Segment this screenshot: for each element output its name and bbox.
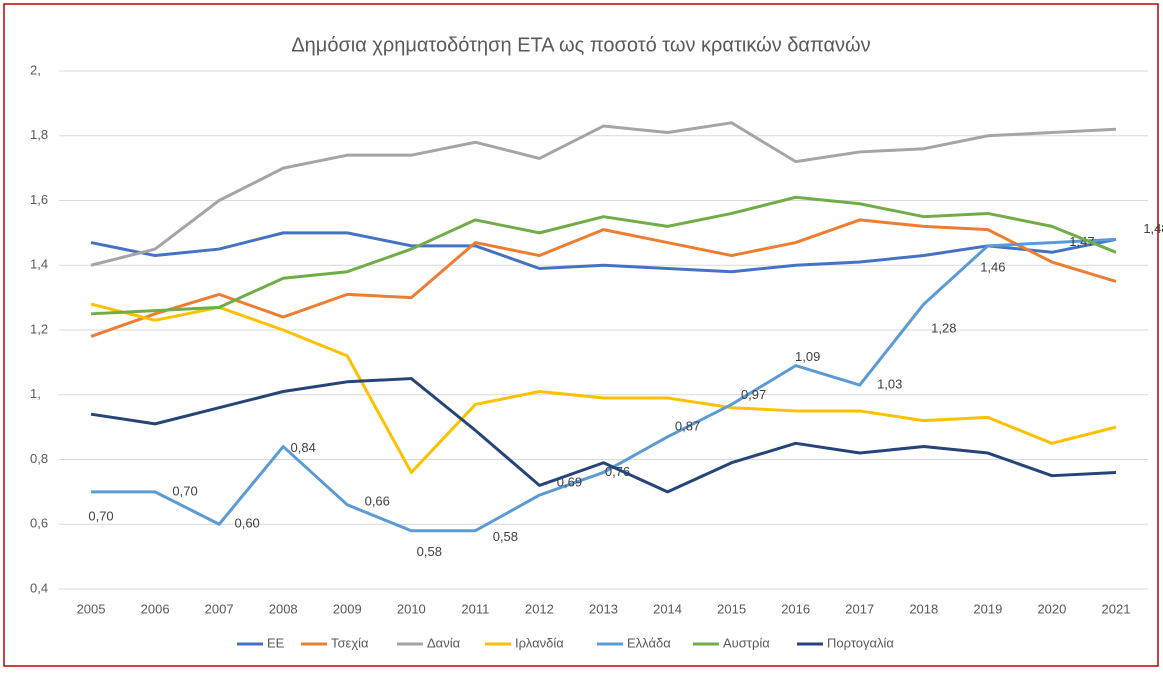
data-label: 1,28 [931, 321, 956, 336]
y-tick-label: 1,8 [30, 127, 48, 142]
data-label: 0,58 [493, 529, 518, 544]
series-line [90, 377, 1117, 494]
x-tick-label: 2019 [973, 601, 1002, 616]
legend-label: Ιρλανδία [515, 635, 564, 650]
x-tick-label: 2020 [1037, 601, 1066, 616]
data-label: 1,47 [1069, 234, 1094, 249]
chart-frame [3, 3, 1159, 667]
y-tick-label: 1,2 [30, 321, 48, 336]
data-label: 0,84 [291, 440, 316, 455]
x-tick-label: 2008 [269, 601, 298, 616]
data-label: 1,09 [795, 349, 820, 364]
data-label: 1,48 [1143, 221, 1163, 236]
series-line [90, 218, 1117, 338]
y-tick-label: 0,4 [30, 580, 48, 595]
data-label: 0,87 [675, 418, 700, 433]
data-label: 1,03 [877, 376, 902, 391]
data-label: 0,70 [172, 483, 197, 498]
series-line [90, 121, 1117, 267]
data-label: 0,66 [365, 493, 390, 508]
legend-label: Τσεχία [331, 635, 369, 650]
legend-label: ΕΕ [267, 635, 285, 650]
legend-label: Πορτογαλία [827, 635, 894, 650]
data-label: 0,97 [741, 387, 766, 402]
x-tick-label: 2013 [589, 601, 618, 616]
x-tick-label: 2016 [781, 601, 810, 616]
x-tick-label: 2012 [525, 601, 554, 616]
data-label: 0,70 [88, 508, 113, 523]
y-tick-label: 2, [30, 62, 41, 77]
chart-title: Δημόσια χρηματοδότηση ΕΤΑ ως ποσοτό των … [291, 34, 870, 56]
x-tick-label: 2010 [397, 601, 426, 616]
x-tick-label: 2014 [653, 601, 682, 616]
data-label: 0,58 [417, 544, 442, 559]
legend-label: Ελλάδα [627, 635, 671, 650]
x-tick-label: 2021 [1102, 601, 1131, 616]
x-tick-label: 2018 [909, 601, 938, 616]
y-tick-label: 0,8 [30, 451, 48, 466]
series-line [90, 195, 1117, 316]
series-line [90, 231, 1117, 274]
y-tick-label: 1, [30, 386, 41, 401]
x-tick-label: 2006 [141, 601, 170, 616]
x-tick-label: 2011 [461, 601, 489, 616]
legend-label: Αυστρία [723, 635, 770, 650]
x-tick-label: 2009 [333, 601, 362, 616]
series-line [91, 237, 1117, 533]
y-tick-label: 0,6 [30, 516, 48, 531]
series-line [90, 302, 1117, 474]
x-tick-label: 2005 [77, 601, 106, 616]
x-tick-label: 2017 [845, 601, 874, 616]
x-tick-label: 2007 [205, 601, 234, 616]
data-label: 1,46 [980, 259, 1005, 274]
legend-label: Δανία [427, 635, 461, 650]
y-tick-label: 1,4 [30, 257, 48, 272]
x-tick-label: 2015 [717, 601, 746, 616]
y-tick-label: 1,6 [30, 192, 48, 207]
data-label: 0,60 [234, 516, 259, 531]
